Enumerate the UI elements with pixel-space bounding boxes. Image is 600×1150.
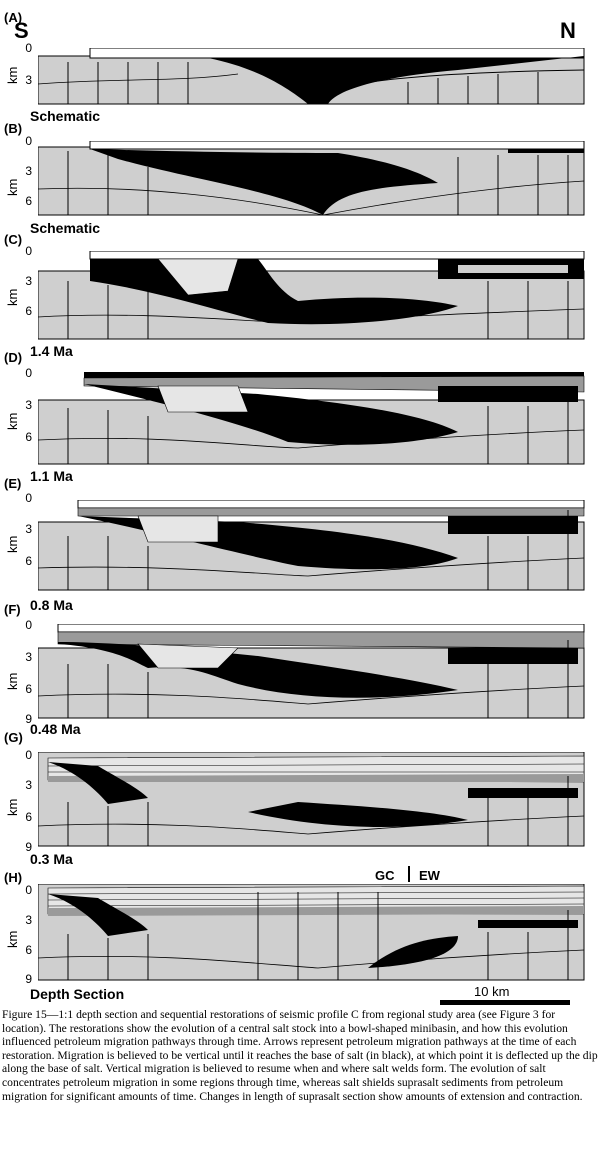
panel-d-date: 1.1 Ma bbox=[30, 468, 73, 484]
panel-d-km-label: km bbox=[5, 412, 20, 430]
panel-f-date: 0.48 Ma bbox=[30, 721, 81, 737]
panel-c-tick-3: 3 bbox=[25, 274, 32, 288]
panel-h-km-label: km bbox=[5, 930, 20, 948]
panel-g-tick-0: 0 bbox=[25, 748, 32, 762]
panel-c-label: (C) bbox=[4, 232, 23, 247]
scale-bar-label: 10 km bbox=[474, 984, 510, 999]
south-label: S bbox=[14, 18, 29, 43]
panel-c-tick-6: 6 bbox=[25, 304, 32, 318]
panel-c-tick-0: 0 bbox=[25, 244, 32, 258]
panel-a-tick-0: 0 bbox=[25, 41, 32, 55]
panel-f-label: (F) bbox=[4, 602, 21, 617]
panel-h-label: (H) bbox=[4, 870, 23, 885]
panel-h-section bbox=[38, 884, 585, 981]
panel-f-tick-9: 9 bbox=[25, 712, 32, 726]
panel-c-section bbox=[38, 251, 585, 340]
panel-f-tick-0: 0 bbox=[25, 618, 32, 632]
panel-b-tick-6: 6 bbox=[25, 194, 32, 208]
panel-e-date: 0.8 Ma bbox=[30, 597, 73, 613]
ew-label: EW bbox=[419, 868, 440, 883]
panel-c-km-label: km bbox=[5, 288, 20, 306]
panel-g-km-label: km bbox=[5, 798, 20, 816]
figure-caption-text: Figure 15—1:1 depth section and sequenti… bbox=[2, 1008, 598, 1103]
figure-caption: Figure 15—1:1 depth section and sequenti… bbox=[2, 1008, 599, 1103]
north-label: N bbox=[560, 18, 576, 43]
panel-a-tick-3: 3 bbox=[25, 73, 32, 87]
scale-bar bbox=[440, 1000, 570, 1005]
panel-e-km-label: km bbox=[5, 535, 20, 553]
panel-a-section bbox=[38, 48, 585, 105]
panel-g-label: (G) bbox=[4, 730, 23, 745]
panel-e-tick-3: 3 bbox=[25, 522, 32, 536]
panel-f-km-label: km bbox=[5, 672, 20, 690]
panel-e-tick-0: 0 bbox=[25, 491, 32, 505]
panel-h-date: Depth Section bbox=[30, 986, 125, 1002]
panel-g-tick-6: 6 bbox=[25, 810, 32, 824]
panel-g-tick-9: 9 bbox=[25, 840, 32, 854]
panel-h-tick-3: 3 bbox=[25, 913, 32, 927]
panel-d-tick-0: 0 bbox=[25, 366, 32, 380]
panel-d-tick-6: 6 bbox=[25, 430, 32, 444]
panel-b-section bbox=[38, 141, 585, 216]
panel-g-tick-3: 3 bbox=[25, 778, 32, 792]
panel-b-tick-3: 3 bbox=[25, 164, 32, 178]
panel-a-km-label: km bbox=[5, 66, 20, 84]
panel-g-date: 0.3 Ma bbox=[30, 851, 73, 867]
gc-label: GC bbox=[375, 868, 395, 883]
panel-b-label: (B) bbox=[4, 121, 23, 136]
panel-d-tick-3: 3 bbox=[25, 398, 32, 412]
panel-d-section bbox=[38, 372, 585, 465]
panel-b-date: Schematic bbox=[30, 220, 101, 236]
panel-f-section bbox=[38, 624, 585, 719]
panel-e-section bbox=[38, 500, 585, 591]
panel-a-label: (A) bbox=[4, 10, 23, 25]
panel-e-label: (E) bbox=[4, 476, 22, 491]
panel-f-tick-6: 6 bbox=[25, 682, 32, 696]
panel-h-tick-9: 9 bbox=[25, 972, 32, 986]
panel-b-tick-0: 0 bbox=[25, 134, 32, 148]
panel-b-km-label: km bbox=[5, 178, 20, 196]
panel-d-label: (D) bbox=[4, 350, 23, 365]
panel-h-tick-0: 0 bbox=[25, 883, 32, 897]
panel-e-tick-6: 6 bbox=[25, 554, 32, 568]
panel-a-date: Schematic bbox=[30, 108, 101, 124]
panel-h-tick-6: 6 bbox=[25, 943, 32, 957]
panel-c-date: 1.4 Ma bbox=[30, 343, 73, 359]
panel-f-tick-3: 3 bbox=[25, 650, 32, 664]
gc-ew-divider bbox=[408, 866, 410, 882]
panel-g-section bbox=[38, 752, 585, 847]
